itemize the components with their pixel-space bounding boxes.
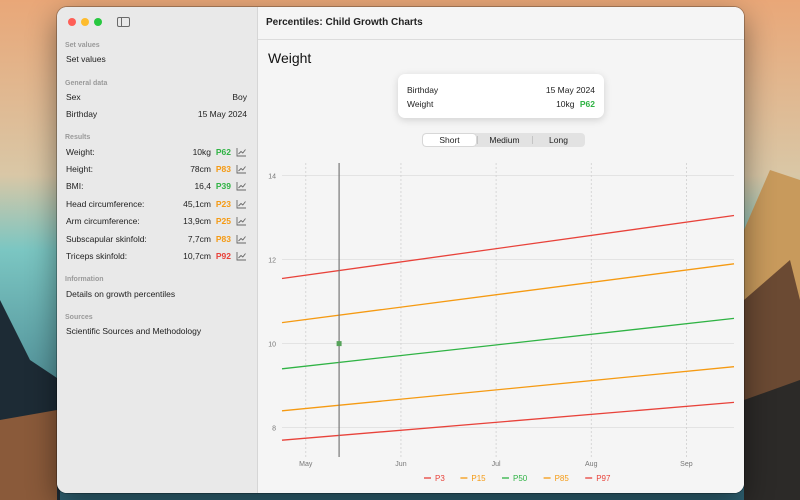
chart-icon[interactable] <box>236 147 247 157</box>
result-percentile: P92 <box>215 251 231 261</box>
legend-label: P15 <box>471 474 486 483</box>
section-header-set-values: Set values <box>65 42 100 49</box>
result-row[interactable]: Triceps skinfold: 10,7cm P92 <box>66 250 247 264</box>
series-line-p97 <box>281 214 735 280</box>
series-line-p15 <box>281 366 735 412</box>
sidebar-item-label: Set values <box>66 54 106 64</box>
minimize-window-button[interactable] <box>81 18 89 26</box>
result-percentile: P83 <box>215 164 231 174</box>
sex-label: Sex <box>66 92 81 102</box>
section-header-general: General data <box>65 80 108 87</box>
window-title: Percentiles: Child Growth Charts <box>266 17 423 28</box>
chart-icon[interactable] <box>236 199 247 209</box>
result-value: 45,1cm <box>183 199 211 209</box>
card-weight-label: Weight <box>407 99 434 109</box>
sex-value: Boy <box>232 92 247 102</box>
birthday-label: Birthday <box>66 109 98 119</box>
series-line-p85 <box>281 263 735 324</box>
section-header-sources: Sources <box>65 314 93 321</box>
segment-divider <box>532 136 533 144</box>
y-tick-label: 8 <box>272 426 276 433</box>
page-title: Weight <box>268 50 312 66</box>
segment-divider <box>477 136 478 144</box>
x-tick-label: Aug <box>585 461 598 468</box>
measurement-card: Birthday 15 May 2024 Weight 10kg P62 <box>398 74 604 118</box>
result-value: 10kg <box>192 147 211 157</box>
x-tick-label: Jun <box>395 461 406 468</box>
legend-label: P85 <box>555 474 570 483</box>
result-row[interactable]: BMI: 16,4 P39 <box>66 180 247 194</box>
x-tick-label: Sep <box>680 461 693 468</box>
general-row-birthday[interactable]: Birthday 15 May 2024 <box>66 108 247 122</box>
sidebar-item-growth-details[interactable]: Details on growth percentiles <box>66 288 247 302</box>
result-label: Arm circumference: <box>66 216 140 226</box>
card-weight-percentile: P62 <box>579 99 595 109</box>
chart-icon[interactable] <box>236 216 247 226</box>
y-tick-label: 12 <box>268 258 276 265</box>
result-label: Height: <box>66 164 93 174</box>
result-value: 7,7cm <box>187 234 211 244</box>
segment-short[interactable]: Short <box>423 134 476 146</box>
sidebar-item-label: Details on growth percentiles <box>66 289 176 299</box>
result-value: 10,7cm <box>183 251 211 261</box>
result-label: BMI: <box>66 181 84 191</box>
range-segmented-control: Short Medium Long <box>422 133 585 147</box>
card-birthday-label: Birthday <box>407 85 439 95</box>
result-row[interactable]: Head circumference: 45,1cm P23 <box>66 198 247 212</box>
result-value: 13,9cm <box>183 216 211 226</box>
chart-icon[interactable] <box>236 234 247 244</box>
sidebar-item-sources[interactable]: Scientific Sources and Methodology <box>66 325 247 339</box>
series-line-p3 <box>281 401 735 441</box>
result-value: 78cm <box>190 164 211 174</box>
result-percentile: P83 <box>215 234 231 244</box>
close-window-button[interactable] <box>68 18 76 26</box>
legend-label: P50 <box>513 474 528 483</box>
chart-icon[interactable] <box>236 251 247 261</box>
legend-label: P3 <box>435 474 445 483</box>
sidebar-item-set-values[interactable]: Set values <box>66 53 247 67</box>
section-header-information: Information <box>65 276 104 283</box>
maximize-window-button[interactable] <box>94 18 102 26</box>
result-row[interactable]: Height: 78cm P83 <box>66 163 247 177</box>
result-label: Triceps skinfold: <box>66 251 128 261</box>
y-tick-label: 10 <box>268 342 276 349</box>
sidebar: Set values Set values General data Sex B… <box>57 7 258 493</box>
general-row-sex[interactable]: Sex Boy <box>66 91 247 105</box>
card-weight-group: 10kg P62 <box>556 99 595 109</box>
result-percentile: P39 <box>215 181 231 191</box>
chart-icon[interactable] <box>236 181 247 191</box>
series-line-p50 <box>281 317 735 370</box>
x-tick-label: May <box>299 461 313 468</box>
main-content: Percentiles: Child Growth Charts Weight … <box>258 7 744 493</box>
percentile-chart[interactable]: 8 10 12 14 May Jun Jul Aug Sep P3 P15 P50 P85 P97 <box>258 157 744 493</box>
result-row[interactable]: Subscapular skinfold: 7,7cm P83 <box>66 233 247 247</box>
section-header-results: Results <box>65 134 91 141</box>
result-percentile: P62 <box>215 147 231 157</box>
result-label: Head circumference: <box>66 199 145 209</box>
result-label: Weight: <box>66 147 95 157</box>
card-birthday-value: 15 May 2024 <box>545 85 595 95</box>
chart-icon[interactable] <box>236 164 247 174</box>
result-row[interactable]: Arm circumference: 13,9cm P25 <box>66 215 247 229</box>
x-tick-label: Jul <box>492 461 501 468</box>
result-value: 16,4 <box>194 181 211 191</box>
sidebar-item-label: Scientific Sources and Methodology <box>66 326 202 336</box>
result-percentile: P23 <box>215 199 231 209</box>
segment-long[interactable]: Long <box>549 135 568 145</box>
title-bar: Percentiles: Child Growth Charts <box>258 7 744 40</box>
y-tick-label: 14 <box>268 174 276 181</box>
app-window: Set values Set values General data Sex B… <box>57 7 744 493</box>
birthday-value: 15 May 2024 <box>197 109 247 119</box>
result-percentile: P25 <box>215 216 231 226</box>
sidebar-toggle-icon[interactable] <box>117 17 130 27</box>
legend-label: P97 <box>596 474 611 483</box>
result-label: Subscapular skinfold: <box>66 234 147 244</box>
segment-medium[interactable]: Medium <box>489 135 520 145</box>
card-weight-value: 10kg <box>556 99 575 109</box>
result-row[interactable]: Weight: 10kg P62 <box>66 146 247 160</box>
measurement-point[interactable] <box>336 341 342 347</box>
